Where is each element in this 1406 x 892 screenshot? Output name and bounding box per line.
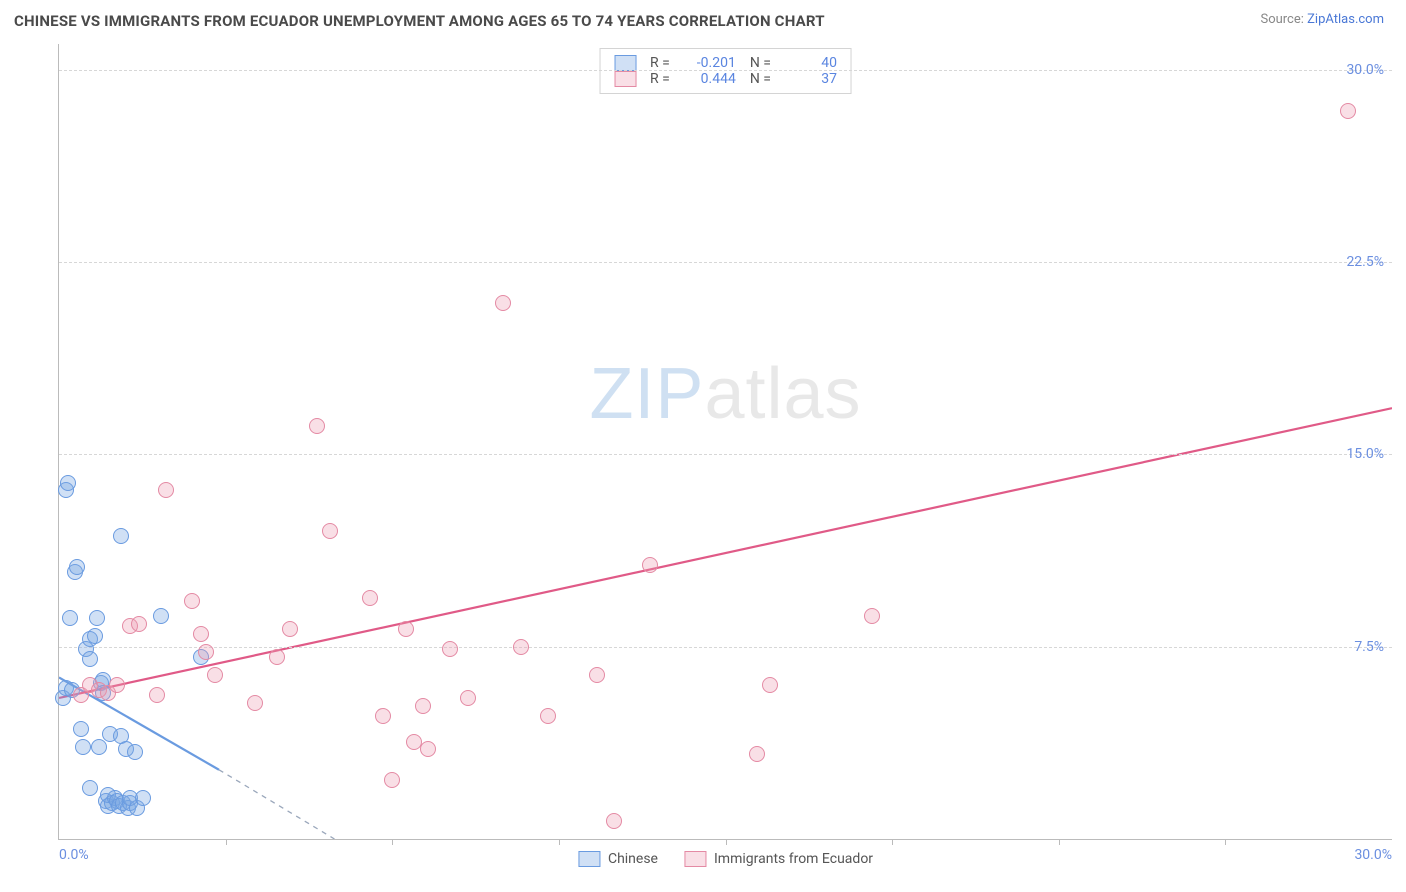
data-point (589, 667, 605, 683)
data-point (864, 608, 880, 624)
data-point (269, 649, 285, 665)
x-minor-tick (226, 839, 227, 845)
data-point (442, 641, 458, 657)
legend-row: R =-0.201N =40 (614, 55, 837, 71)
data-point (184, 593, 200, 609)
data-point (540, 708, 556, 724)
data-point (87, 628, 103, 644)
data-point (207, 667, 223, 683)
data-point (415, 698, 431, 714)
data-point (322, 523, 338, 539)
data-point (131, 616, 147, 632)
data-point (460, 690, 476, 706)
legend-label: Immigrants from Ecuador (714, 851, 873, 867)
data-point (91, 739, 107, 755)
x-minor-tick (392, 839, 393, 845)
legend-swatch (614, 55, 636, 71)
source-link[interactable]: ZipAtlas.com (1307, 12, 1384, 27)
data-point (495, 295, 511, 311)
data-point (135, 790, 151, 806)
grid-line (59, 70, 1392, 71)
y-tick-label: 22.5% (1346, 254, 1384, 270)
y-tick-label: 7.5% (1354, 639, 1384, 655)
data-point (606, 813, 622, 829)
data-point (193, 626, 209, 642)
plot-region: ZIPatlas R =-0.201N =40R =0.444N =37 0.0… (58, 44, 1392, 840)
series-legend: Chinese Immigrants from Ecuador (578, 851, 873, 867)
n-value: 37 (785, 71, 837, 87)
data-point (642, 557, 658, 573)
x-minor-tick (726, 839, 727, 845)
x-tick-max: 30.0% (1354, 847, 1392, 863)
x-minor-tick (1225, 839, 1226, 845)
data-point (362, 590, 378, 606)
data-point (420, 741, 436, 757)
data-point (749, 746, 765, 762)
data-point (375, 708, 391, 724)
data-point (158, 482, 174, 498)
legend-item: Chinese (578, 851, 658, 867)
legend-swatch (578, 851, 600, 867)
data-point (384, 772, 400, 788)
chart-title: CHINESE VS IMMIGRANTS FROM ECUADOR UNEMP… (14, 12, 825, 30)
data-point (127, 744, 143, 760)
source-attribution: Source: ZipAtlas.com (1260, 12, 1384, 27)
data-point (153, 608, 169, 624)
data-point (149, 687, 165, 703)
watermark: ZIPatlas (589, 353, 861, 435)
x-minor-tick (1059, 839, 1060, 845)
data-point (60, 475, 76, 491)
data-point (282, 621, 298, 637)
correlation-legend: R =-0.201N =40R =0.444N =37 (599, 48, 852, 94)
chart-header: CHINESE VS IMMIGRANTS FROM ECUADOR UNEMP… (0, 0, 1406, 34)
data-point (109, 677, 125, 693)
legend-swatch (614, 71, 636, 87)
data-point (75, 739, 91, 755)
data-point (398, 621, 414, 637)
r-value: 0.444 (684, 71, 736, 87)
data-point (89, 610, 105, 626)
legend-row: R =0.444N =37 (614, 71, 837, 87)
data-point (247, 695, 263, 711)
grid-line (59, 454, 1392, 455)
legend-swatch (684, 851, 706, 867)
trend-lines (59, 44, 1392, 839)
chart-area: Unemployment Among Ages 65 to 74 years Z… (14, 44, 1392, 878)
x-minor-tick (892, 839, 893, 845)
y-tick-label: 30.0% (1346, 62, 1384, 78)
legend-label: Chinese (608, 851, 658, 867)
x-minor-tick (559, 839, 560, 845)
data-point (1340, 103, 1356, 119)
data-point (513, 639, 529, 655)
legend-item: Immigrants from Ecuador (684, 851, 873, 867)
r-value: -0.201 (684, 55, 736, 71)
x-tick-min: 0.0% (59, 847, 89, 863)
data-point (62, 610, 78, 626)
data-point (762, 677, 778, 693)
n-value: 40 (785, 55, 837, 71)
data-point (73, 721, 89, 737)
data-point (69, 559, 85, 575)
grid-line (59, 262, 1392, 263)
y-tick-label: 15.0% (1346, 446, 1384, 462)
data-point (82, 780, 98, 796)
data-point (113, 528, 129, 544)
data-point (198, 644, 214, 660)
data-point (309, 418, 325, 434)
grid-line (59, 647, 1392, 648)
data-point (82, 651, 98, 667)
